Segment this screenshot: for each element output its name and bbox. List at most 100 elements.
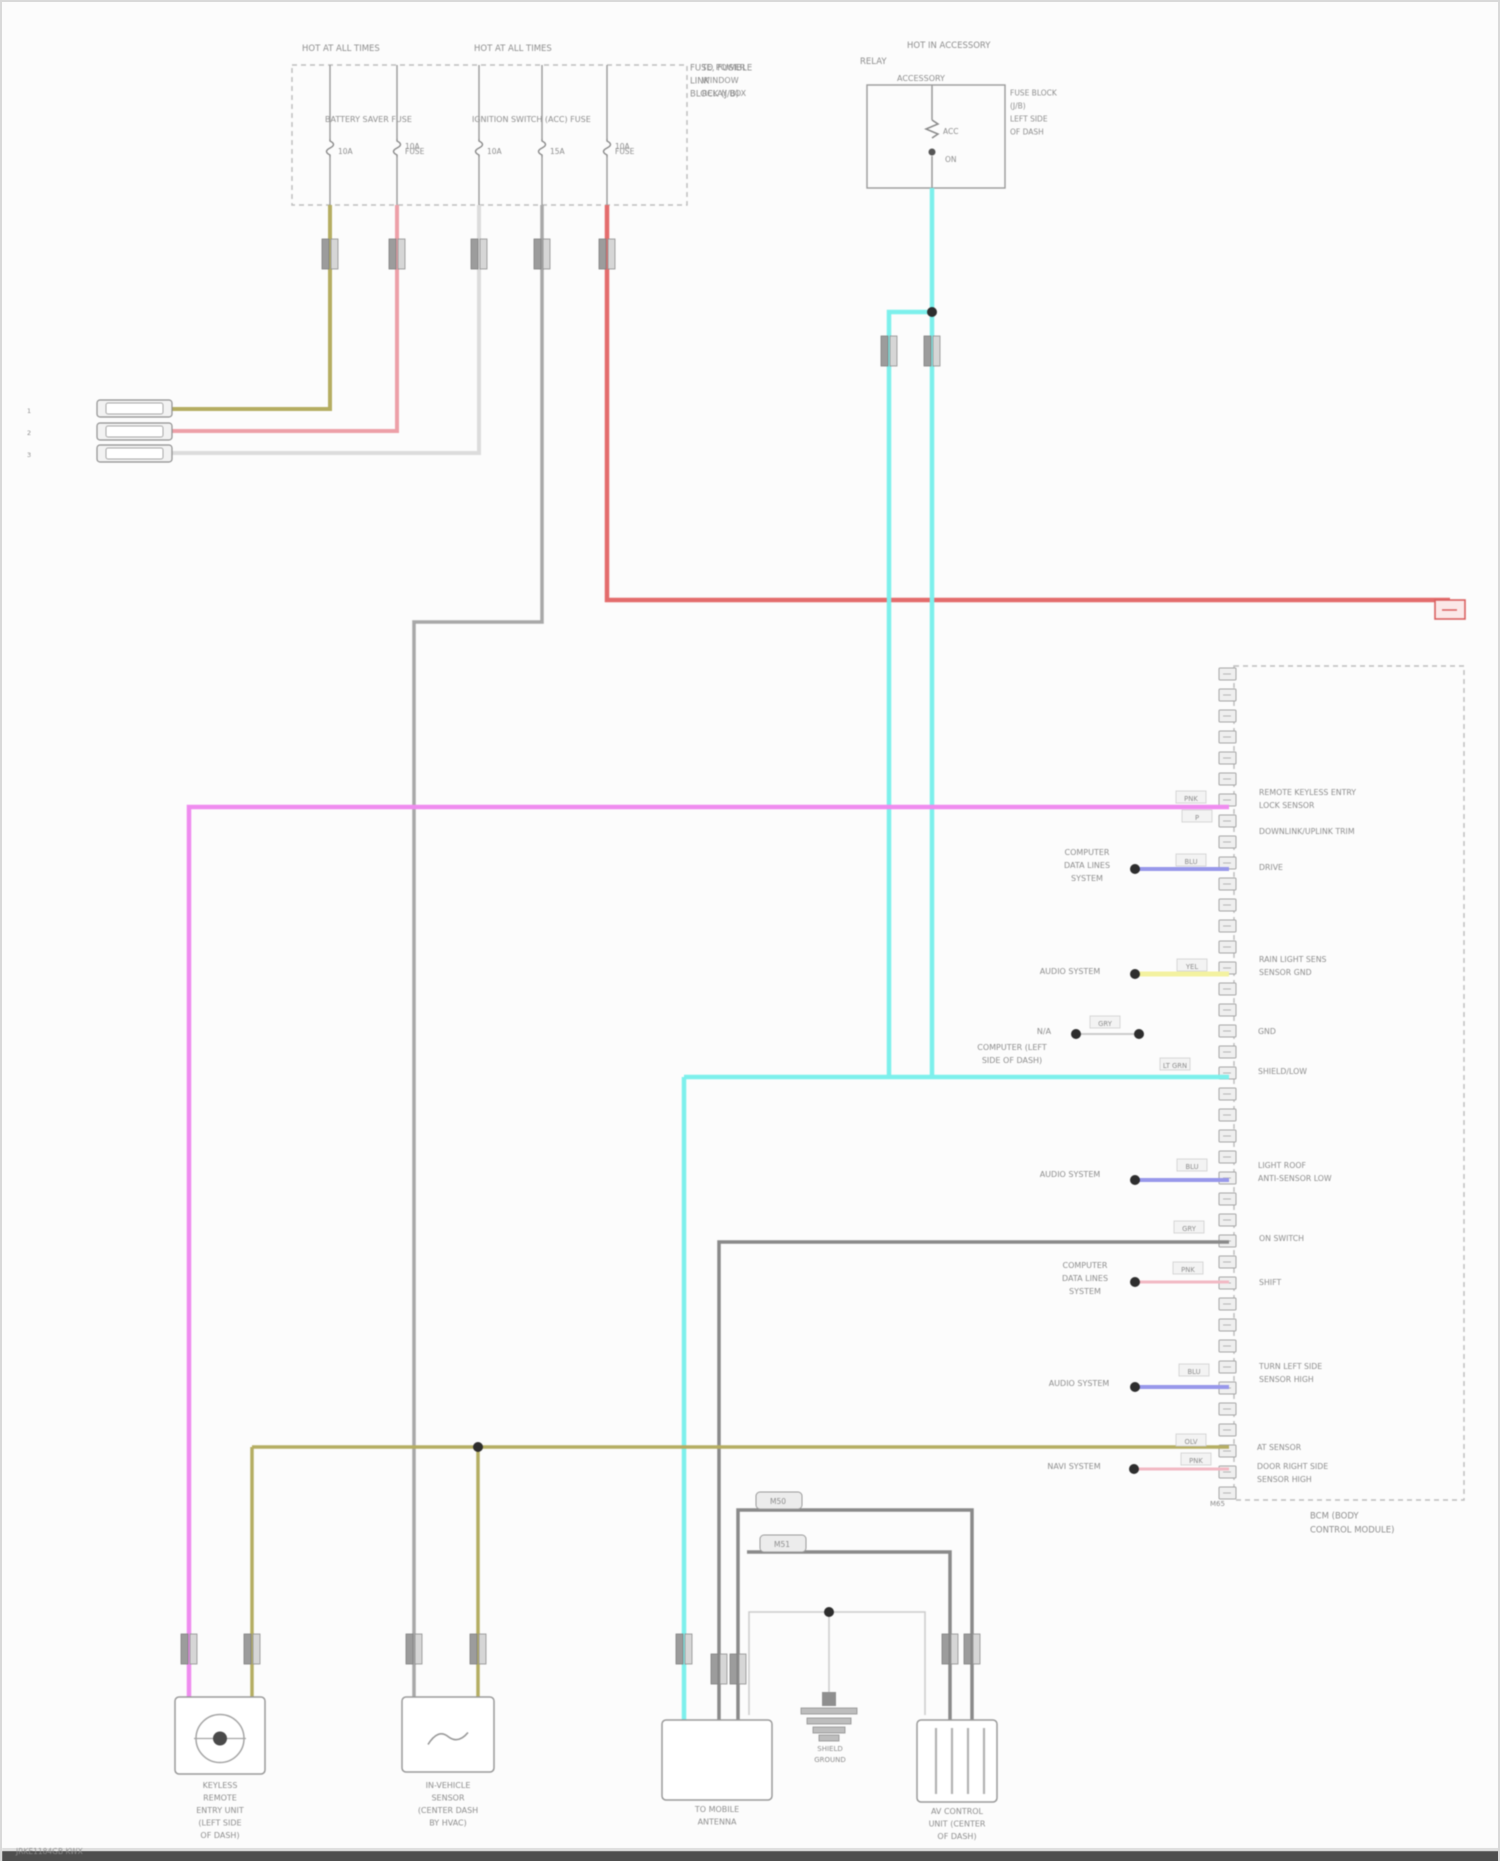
pin-label-shift-line: SHIFT bbox=[1259, 1278, 1281, 1287]
wire-red-run bbox=[604, 205, 1450, 603]
wire-color-label: LT GRN bbox=[1163, 1062, 1187, 1070]
src-computer-3-line: DATA LINES bbox=[1062, 1274, 1108, 1283]
relay-side-caption-line: LEFT SIDE bbox=[1010, 115, 1048, 124]
junction-dot bbox=[927, 307, 937, 317]
wire-ground-frame bbox=[748, 1611, 926, 1715]
component-in-vehicle-sensor-arc-icon bbox=[427, 1731, 469, 1745]
pin-label-drive-line: DRIVE bbox=[1259, 863, 1283, 872]
junction-dot bbox=[1134, 1029, 1144, 1039]
component-in-vehicle-sensor-caption-line: BY HVAC) bbox=[429, 1819, 467, 1828]
inline-connector-icon bbox=[478, 1633, 487, 1665]
wire-color-label: PNK bbox=[1181, 1266, 1195, 1274]
inline-connector-icon bbox=[941, 1633, 950, 1665]
wire-color-chip bbox=[1172, 1261, 1204, 1275]
inline-connector-icon bbox=[414, 1633, 423, 1665]
pin-label-rain-line: RAIN LIGHT SENS bbox=[1259, 955, 1327, 964]
junction-dot bbox=[1130, 969, 1140, 979]
component-in-vehicle-sensor-caption-line: (CENTER DASH bbox=[418, 1806, 478, 1815]
wire-color-label: BLU bbox=[1185, 1163, 1198, 1171]
chip-m51-chip bbox=[759, 1534, 807, 1553]
inline-connector-icon bbox=[684, 1633, 693, 1665]
pin-label-downlink-line: DOWNLINK/UPLINK TRIM bbox=[1259, 827, 1355, 836]
inline-connector-icon bbox=[719, 1653, 728, 1685]
inline-connector-icon bbox=[738, 1653, 747, 1685]
src-na-line: N/A bbox=[1037, 1027, 1052, 1036]
wire-color-label: BLU bbox=[1184, 858, 1197, 866]
wire-color-chip bbox=[1175, 1433, 1207, 1447]
component-antenna-box-caption-line: ANTENNA bbox=[698, 1818, 737, 1827]
grid-ref-label: 1 bbox=[27, 407, 31, 415]
inline-connector-icon bbox=[405, 1633, 414, 1665]
inline-connector-icon bbox=[470, 238, 479, 270]
relay-contact-label: ON bbox=[945, 155, 957, 164]
left-connector-1-inner bbox=[105, 402, 164, 415]
grid-ref-label: 3 bbox=[27, 451, 31, 459]
relay-contact-icon bbox=[928, 148, 936, 156]
hot-label-2: HOT AT ALL TIMES bbox=[474, 44, 552, 54]
fuse-block-caption-line: FUSE, FUSIBLE bbox=[690, 64, 752, 74]
pin-label-rain-line: SENSOR GND bbox=[1259, 968, 1312, 977]
junction-dot bbox=[1071, 1029, 1081, 1039]
pin-label-turn-line: SENSOR HIGH bbox=[1259, 1375, 1314, 1384]
component-in-vehicle-sensor-caption-line: IN-VEHICLE bbox=[426, 1781, 471, 1790]
junction-dot bbox=[1130, 1277, 1140, 1287]
inline-connector-icon bbox=[469, 1633, 478, 1665]
junction-dot bbox=[1129, 1464, 1139, 1474]
src-audio-1-line: AUDIO SYSTEM bbox=[1040, 967, 1101, 976]
ground-bar-icon bbox=[818, 1734, 840, 1742]
pin-label-doorrt-line: SENSOR HIGH bbox=[1257, 1475, 1312, 1484]
fuse-icon bbox=[602, 139, 612, 157]
ground-caption-line: GROUND bbox=[814, 1756, 846, 1764]
pin-label-keyless-line: LOCK SENSOR bbox=[1259, 801, 1315, 810]
src-audio-3-line: AUDIO SYSTEM bbox=[1049, 1379, 1110, 1388]
pin-label-shield1-line: SHIELD/LOW bbox=[1258, 1067, 1307, 1076]
junction-dot bbox=[1130, 864, 1140, 874]
inline-connector-icon bbox=[388, 238, 397, 270]
wire-grey-run bbox=[412, 205, 544, 1699]
relay-left-caption-line: TO POWER bbox=[701, 63, 746, 72]
inline-connector-icon bbox=[932, 335, 941, 367]
wire-cyan-branch bbox=[886, 309, 932, 1077]
ground-bar-icon bbox=[806, 1717, 852, 1725]
component-lock-actuator-caption-line: OF DASH) bbox=[200, 1831, 239, 1840]
inline-connector-icon bbox=[963, 1633, 972, 1665]
fuse-icon bbox=[474, 139, 484, 157]
src-computer-1-line: SYSTEM bbox=[1071, 874, 1103, 883]
component-antenna-box-caption-line: TO MOBILE bbox=[694, 1805, 739, 1814]
pin-label-keyless-line: REMOTE KEYLESS ENTRY bbox=[1259, 788, 1356, 797]
junction-dot bbox=[1130, 1382, 1140, 1392]
inline-connector-icon bbox=[972, 1633, 981, 1665]
inline-connector-icon bbox=[729, 1653, 738, 1685]
src-computer-1-line: COMPUTER bbox=[1065, 848, 1110, 857]
wire-dkgrey-run bbox=[717, 1240, 1229, 1720]
chip-m50: M50 bbox=[770, 1497, 786, 1506]
pin-label-roof-line: ANTI-SENSOR LOW bbox=[1258, 1174, 1332, 1183]
relay-box bbox=[866, 84, 1006, 189]
wire-dkgrey-loop-c bbox=[747, 1550, 952, 1720]
fuse-block-caption-line: LINK bbox=[690, 77, 710, 87]
wire-color-chip bbox=[1175, 790, 1207, 804]
wire-olive-feed bbox=[172, 205, 332, 411]
wire-color-label: OLV bbox=[1184, 1438, 1197, 1446]
inline-connector-icon bbox=[889, 335, 898, 367]
component-lock-actuator-motor-dot bbox=[213, 1731, 227, 1746]
bcm-box bbox=[1233, 665, 1465, 1501]
ground-caption-line: SHIELD bbox=[817, 1745, 842, 1753]
ground-bar-icon bbox=[812, 1726, 846, 1734]
component-in-vehicle-sensor bbox=[401, 1696, 495, 1773]
component-antenna-box bbox=[661, 1719, 773, 1801]
left-connector-2-inner bbox=[105, 425, 164, 438]
wire-color-label: P bbox=[1195, 814, 1199, 822]
inline-connector-icon bbox=[252, 1633, 261, 1665]
left-connector-3-inner bbox=[105, 447, 164, 460]
inline-connector-icon bbox=[598, 238, 607, 270]
wire-color-chip bbox=[1181, 809, 1213, 823]
pin-label-roof-line: LIGHT ROOF bbox=[1258, 1161, 1306, 1170]
wire-color-label: PNK bbox=[1184, 795, 1198, 803]
wire-color-label: GRY bbox=[1182, 1225, 1197, 1233]
fuse-row-label-1: BATTERY SAVER FUSE bbox=[325, 115, 412, 124]
inline-connector-icon bbox=[180, 1633, 189, 1665]
hot-label-1: HOT AT ALL TIMES bbox=[302, 44, 380, 54]
src-computer-2-line: SIDE OF DASH) bbox=[982, 1056, 1042, 1065]
relay-coil-label: ACC bbox=[943, 127, 958, 136]
